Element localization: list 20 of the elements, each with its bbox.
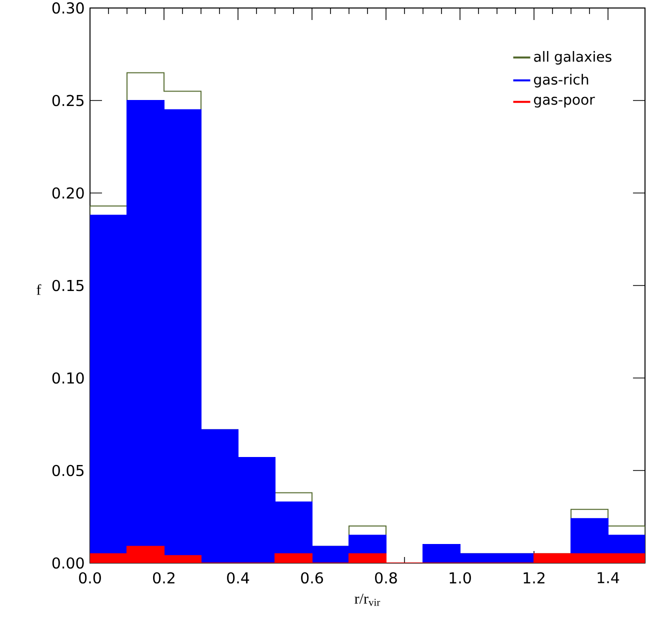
y-tick-label: 0.15: [52, 280, 84, 292]
x-tick-label: 0.6: [301, 572, 323, 584]
x-axis-title: r/r$_{vir}$: [354, 594, 380, 606]
legend-label: gas-rich: [534, 74, 588, 88]
y-tick-label: 0.20: [52, 187, 84, 199]
y-tick-label: 0.30: [52, 2, 84, 14]
x-tick-label: 1.2: [524, 572, 544, 584]
y-tick-label: 0.10: [52, 372, 84, 384]
legend-label: all galaxies: [534, 51, 612, 65]
y-axis-title: f: [36, 284, 42, 295]
x-tick-label: 0.0: [79, 572, 101, 584]
x-tick-label: 1.0: [450, 572, 471, 584]
x-tick-label: 0.4: [227, 572, 250, 584]
x-tick-label: 1.4: [598, 572, 620, 584]
y-tick-label: 0.25: [52, 94, 84, 106]
legend-label: gas-poor: [534, 96, 595, 108]
x-tick-label: 0.8: [375, 572, 397, 584]
y-tick-label: 0.05: [52, 464, 84, 476]
x-tick-label: 0.2: [153, 572, 174, 584]
y-tick-label: 0.00: [52, 557, 84, 569]
